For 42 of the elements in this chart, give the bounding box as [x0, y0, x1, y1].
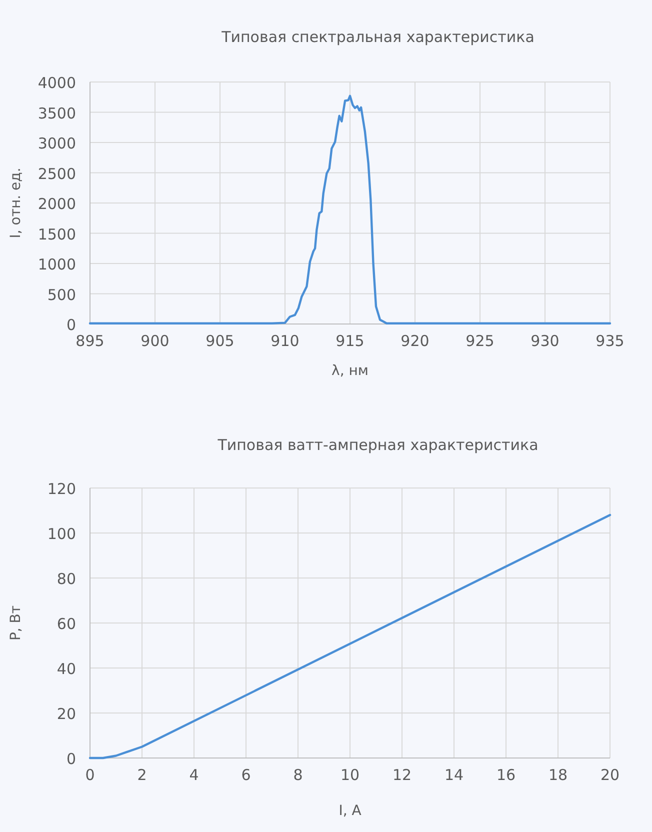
x-tick-label: 0 [85, 766, 95, 784]
x-tick-label: 905 [206, 332, 234, 350]
x-tick-label: 4 [189, 766, 199, 784]
y-tick-label: 40 [56, 660, 76, 678]
x-tick-label: 915 [336, 332, 364, 350]
x-tick-label: 14 [444, 766, 464, 784]
y-tick-label: 60 [56, 615, 76, 633]
y-tick-label: 500 [47, 286, 76, 304]
x-tick-label: 2 [137, 766, 147, 784]
chart-title: Типовая ватт-амперная характеристика [216, 436, 538, 454]
y-tick-label: 0 [66, 316, 76, 334]
x-axis-title: λ, нм [332, 363, 368, 379]
y-axis-title: I, отн. ед. [8, 168, 24, 238]
x-tick-label: 900 [140, 332, 170, 350]
x-tick-label: 10 [340, 766, 360, 784]
x-axis-title: I, А [338, 803, 362, 819]
y-tick-label: 20 [56, 705, 76, 723]
y-tick-label: 3500 [38, 104, 76, 122]
x-tick-label: 18 [548, 766, 568, 784]
x-tick-label: 935 [596, 332, 624, 350]
y-tick-label: 1500 [38, 225, 76, 244]
x-tick-label: 920 [400, 332, 430, 350]
y-tick-label: 120 [47, 480, 76, 498]
y-tick-label: 80 [56, 570, 76, 588]
x-tick-label: 925 [466, 332, 494, 350]
y-tick-label: 4000 [38, 74, 76, 92]
y-axis-title: P, Вт [8, 605, 24, 641]
chart-title: Типовая спектральная характеристика [220, 28, 534, 46]
x-tick-label: 8 [293, 766, 303, 784]
x-tick-label: 930 [530, 332, 560, 350]
y-tick-label: 2000 [38, 195, 76, 213]
y-tick-label: 3000 [38, 134, 76, 152]
x-tick-label: 6 [241, 766, 251, 784]
x-tick-label: 20 [600, 766, 620, 784]
y-tick-label: 1000 [38, 256, 76, 274]
x-tick-label: 12 [392, 766, 412, 784]
y-tick-label: 100 [47, 525, 76, 543]
y-tick-label: 0 [66, 750, 76, 768]
x-tick-label: 895 [76, 332, 104, 350]
x-tick-label: 910 [270, 332, 300, 350]
x-tick-label: 16 [496, 766, 516, 784]
y-tick-label: 2500 [38, 164, 76, 183]
